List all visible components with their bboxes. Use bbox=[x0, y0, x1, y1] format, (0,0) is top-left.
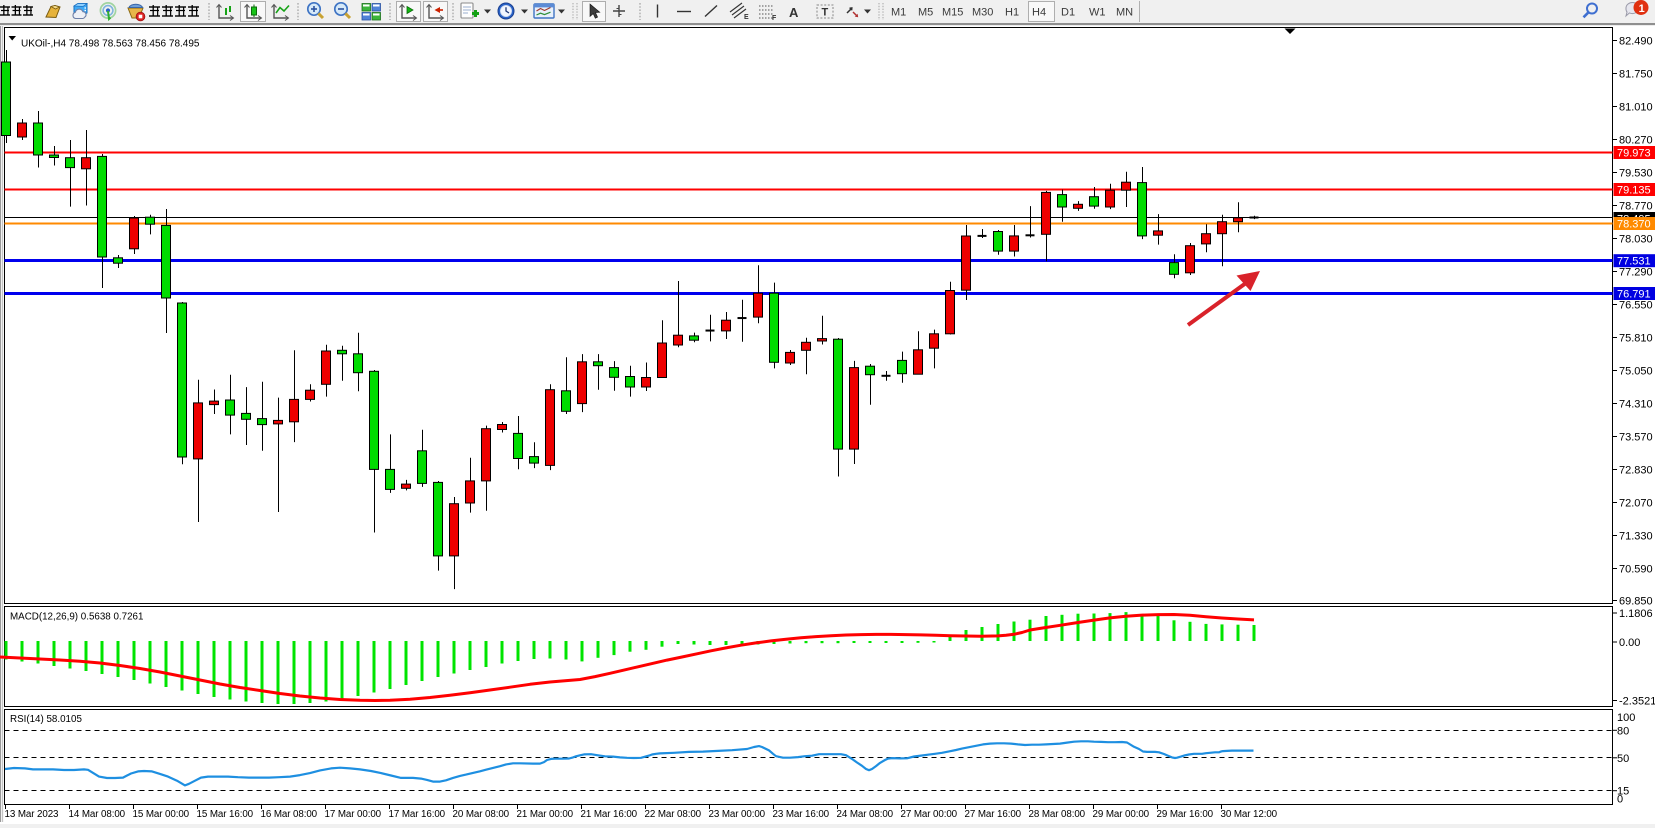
svg-text:29 Mar 16:00: 29 Mar 16:00 bbox=[1157, 809, 1214, 820]
svg-text:W1: W1 bbox=[1089, 7, 1106, 19]
svg-text:100: 100 bbox=[1617, 712, 1635, 724]
svg-text:M5: M5 bbox=[918, 7, 933, 19]
svg-text:50: 50 bbox=[1617, 753, 1629, 765]
svg-text:23 Mar 16:00: 23 Mar 16:00 bbox=[773, 809, 830, 820]
svg-text:81.010: 81.010 bbox=[1619, 102, 1653, 114]
svg-text:69.850: 69.850 bbox=[1619, 596, 1653, 608]
svg-text:T: T bbox=[822, 7, 829, 19]
svg-text:0.00: 0.00 bbox=[1619, 637, 1640, 649]
svg-text:E: E bbox=[744, 14, 749, 21]
svg-text:72.830: 72.830 bbox=[1619, 465, 1653, 477]
svg-text:30 Mar 12:00: 30 Mar 12:00 bbox=[1221, 809, 1278, 820]
svg-text:75.050: 75.050 bbox=[1619, 366, 1653, 378]
svg-text:79.973: 79.973 bbox=[1617, 148, 1651, 160]
svg-text:D1: D1 bbox=[1061, 7, 1075, 19]
svg-text:15 Mar 00:00: 15 Mar 00:00 bbox=[133, 809, 190, 820]
svg-text:MACD(12,26,9) 0.5638 0.7261: MACD(12,26,9) 0.5638 0.7261 bbox=[10, 612, 143, 623]
svg-text:78.030: 78.030 bbox=[1619, 234, 1653, 246]
svg-text:17 Mar 00:00: 17 Mar 00:00 bbox=[325, 809, 382, 820]
svg-text:M1: M1 bbox=[891, 7, 906, 19]
svg-text:-2.3521: -2.3521 bbox=[1619, 696, 1655, 708]
svg-text:23 Mar 00:00: 23 Mar 00:00 bbox=[709, 809, 766, 820]
svg-text:27 Mar 00:00: 27 Mar 00:00 bbox=[901, 809, 958, 820]
svg-text:78.770: 78.770 bbox=[1619, 201, 1653, 213]
svg-text:H4: H4 bbox=[1032, 7, 1046, 19]
svg-text:76.550: 76.550 bbox=[1619, 300, 1653, 312]
svg-text:UKOil-,H4 78.498 78.563 78.45: UKOil-,H4 78.498 78.563 78.456 78.495 bbox=[21, 39, 200, 50]
svg-text:76.791: 76.791 bbox=[1617, 289, 1651, 301]
svg-text:H1: H1 bbox=[1005, 7, 1019, 19]
svg-text:13 Mar 2023: 13 Mar 2023 bbox=[5, 809, 60, 820]
svg-text:79.530: 79.530 bbox=[1619, 168, 1653, 180]
svg-text:A: A bbox=[789, 5, 799, 20]
svg-text:80.270: 80.270 bbox=[1619, 135, 1653, 147]
svg-text:M30: M30 bbox=[972, 7, 993, 19]
svg-text:75.810: 75.810 bbox=[1619, 333, 1653, 345]
svg-text:71.330: 71.330 bbox=[1619, 531, 1653, 543]
svg-text:29 Mar 00:00: 29 Mar 00:00 bbox=[1093, 809, 1150, 820]
svg-text:M15: M15 bbox=[942, 7, 963, 19]
svg-text:70.590: 70.590 bbox=[1619, 564, 1653, 576]
svg-text:RSI(14) 58.0105: RSI(14) 58.0105 bbox=[10, 714, 82, 725]
svg-text:27 Mar 16:00: 27 Mar 16:00 bbox=[965, 809, 1022, 820]
svg-text:21 Mar 00:00: 21 Mar 00:00 bbox=[517, 809, 574, 820]
svg-text:80: 80 bbox=[1617, 725, 1629, 737]
svg-text:17 Mar 16:00: 17 Mar 16:00 bbox=[389, 809, 446, 820]
svg-text:82.490: 82.490 bbox=[1619, 36, 1653, 48]
svg-text:22 Mar 08:00: 22 Mar 08:00 bbox=[645, 809, 702, 820]
svg-text:20 Mar 08:00: 20 Mar 08:00 bbox=[453, 809, 510, 820]
svg-text:73.570: 73.570 bbox=[1619, 432, 1653, 444]
svg-text:1: 1 bbox=[1639, 3, 1645, 15]
svg-text:79.135: 79.135 bbox=[1617, 185, 1651, 197]
svg-text:74.310: 74.310 bbox=[1619, 399, 1653, 411]
svg-text:MN: MN bbox=[1116, 7, 1133, 19]
svg-text:1.1806: 1.1806 bbox=[1619, 608, 1653, 620]
svg-text:81.750: 81.750 bbox=[1619, 69, 1653, 81]
svg-text:16 Mar 08:00: 16 Mar 08:00 bbox=[261, 809, 318, 820]
svg-text:77.531: 77.531 bbox=[1617, 256, 1651, 268]
svg-text:14 Mar 08:00: 14 Mar 08:00 bbox=[69, 809, 126, 820]
svg-text:F: F bbox=[772, 15, 777, 22]
svg-text:77.290: 77.290 bbox=[1619, 267, 1653, 279]
svg-text:21 Mar 16:00: 21 Mar 16:00 bbox=[581, 809, 638, 820]
svg-text:0: 0 bbox=[1617, 794, 1623, 806]
svg-text:15: 15 bbox=[1617, 786, 1629, 798]
svg-text:78.370: 78.370 bbox=[1617, 219, 1651, 231]
svg-text:28 Mar 08:00: 28 Mar 08:00 bbox=[1029, 809, 1086, 820]
svg-text:15 Mar 16:00: 15 Mar 16:00 bbox=[197, 809, 254, 820]
svg-text:24 Mar 08:00: 24 Mar 08:00 bbox=[837, 809, 894, 820]
svg-text:72.070: 72.070 bbox=[1619, 498, 1653, 510]
